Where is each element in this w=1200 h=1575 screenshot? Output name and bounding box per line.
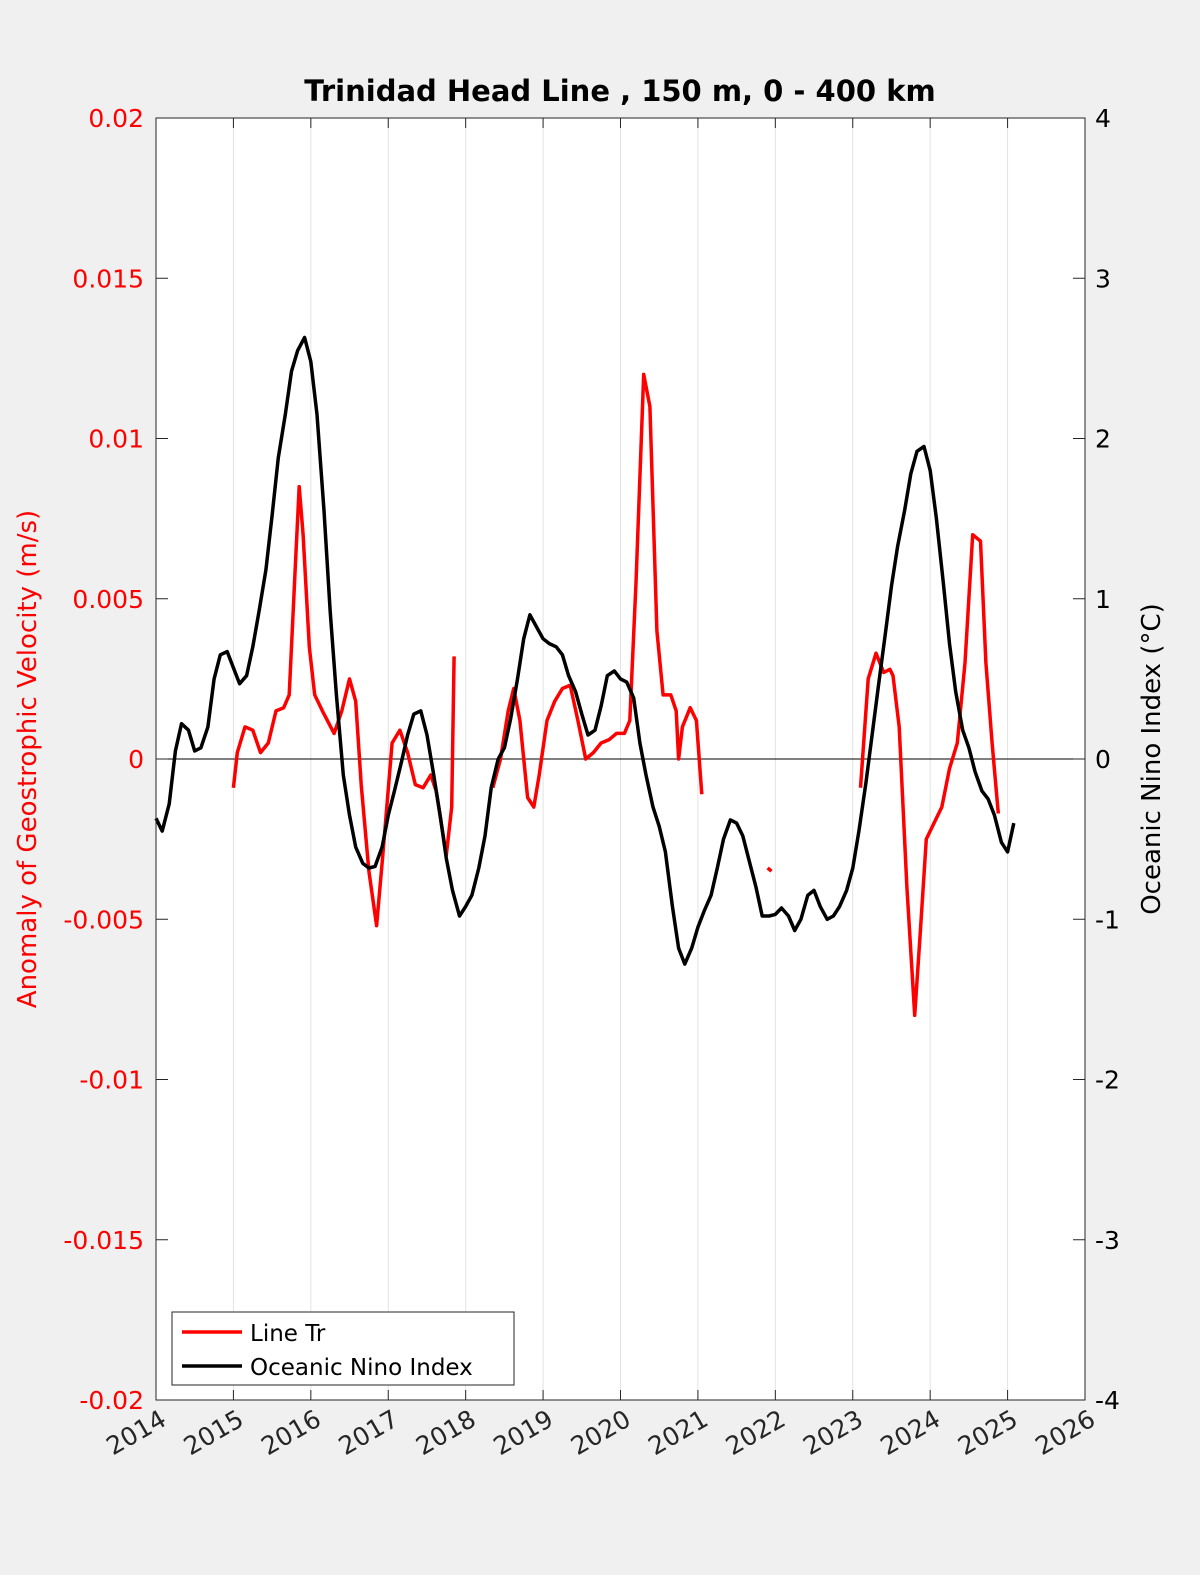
y-right-tick-label: -4 [1095,1386,1120,1415]
y-right-tick-label: -2 [1095,1066,1120,1095]
y-left-tick-label: 0.01 [88,425,144,454]
legend: Line Tr Oceanic Nino Index [171,1311,515,1386]
y-left-tick-label: 0.005 [72,585,144,614]
y-right-tick-label: 1 [1095,585,1111,614]
y-right-tick-label: 4 [1095,104,1111,133]
y-left-tick-label: 0 [128,745,144,774]
legend-label-line-tr: Line Tr [250,1321,326,1347]
y-right-tick-label: -3 [1095,1226,1120,1255]
y-axis-right-label: Oceanic Nino Index (°C) [1137,603,1167,915]
axes: 2014 2015 2016 2017 2018 2019 2020 2021 2022 2023… [63,104,1120,1461]
line-tr-series-segment [491,372,704,809]
y-right-tick-label: -1 [1095,905,1120,934]
line-tr-series-segment [858,532,1001,1018]
y-right-tick-label: 0 [1095,745,1111,774]
line-tr-series-segment [766,866,773,873]
y-left-tick-label: -0.015 [63,1226,144,1255]
series-lines [154,335,1016,1018]
legend-label-oni: Oceanic Nino Index [250,1355,473,1381]
y-left-tick-label: 0.02 [88,104,144,133]
chart-title: Trinidad Head Line , 150 m, 0 - 400 km [304,74,935,108]
line-tr-series-segment [231,484,456,928]
legend-box [171,1311,515,1386]
y-left-tick-label: 0.015 [72,264,144,293]
oni-series-segment [154,335,1016,966]
y-right-tick-label: 3 [1095,264,1111,293]
y-right-tick-label: 2 [1095,425,1111,454]
y-axis-left-label: Anomaly of Geostrophic Velocity (m/s) [13,510,43,1008]
y-left-tick-label: -0.005 [63,905,144,934]
y-left-tick-label: -0.01 [79,1066,144,1095]
y-left-tick-label: -0.02 [79,1386,144,1415]
